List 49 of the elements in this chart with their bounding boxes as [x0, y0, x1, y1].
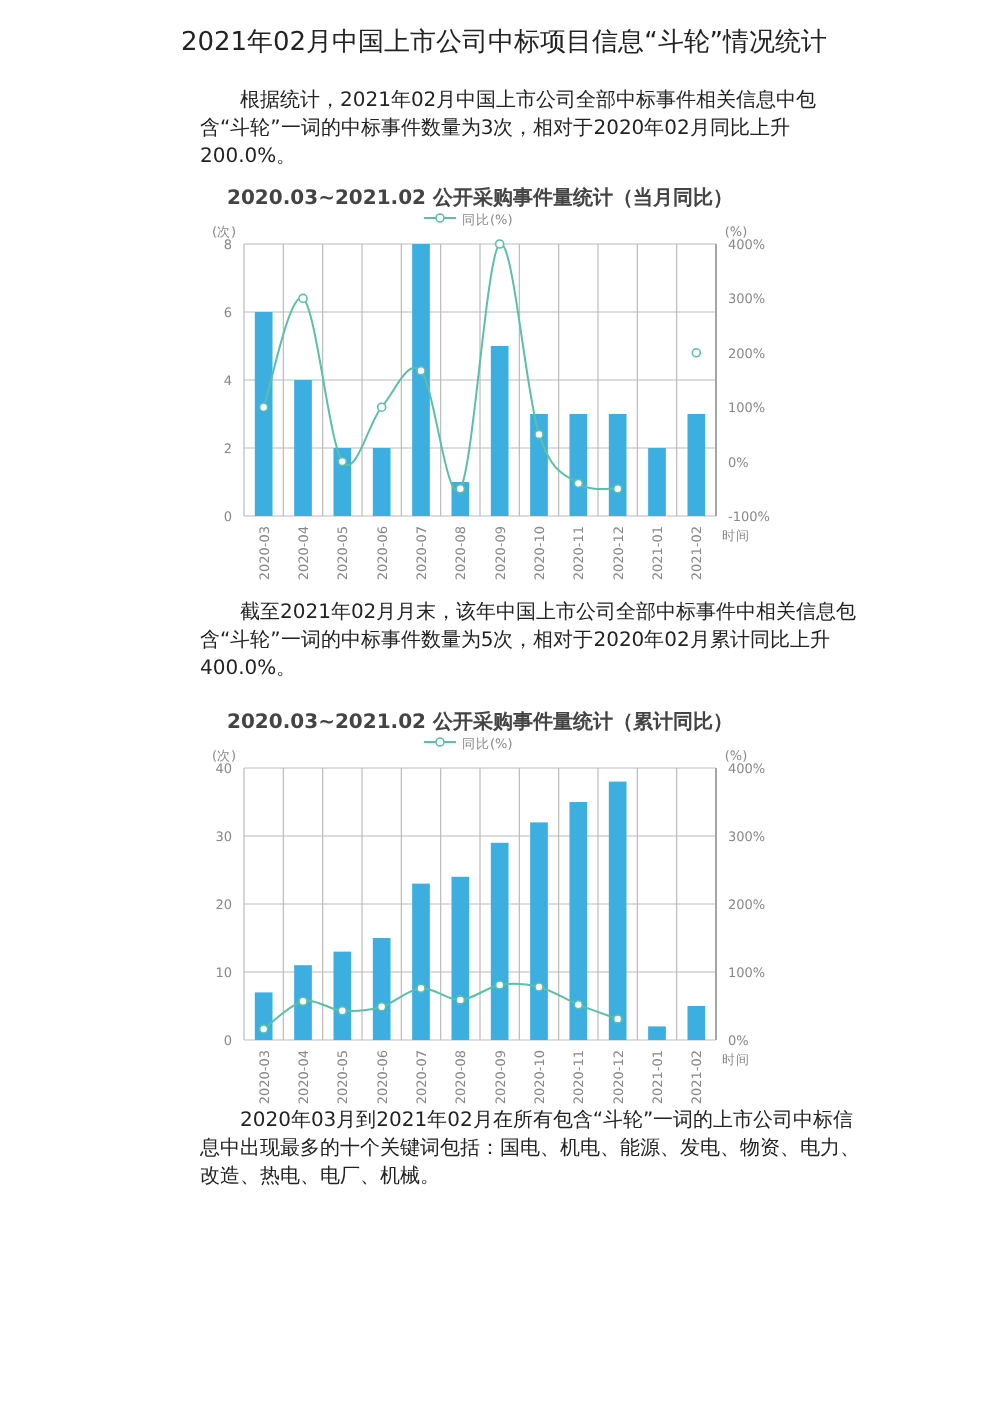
bar [254, 312, 273, 516]
bar [451, 876, 470, 1040]
point [376, 1001, 387, 1012]
point [258, 1024, 269, 1034]
bar [333, 951, 352, 1040]
point [337, 1005, 348, 1016]
point [573, 999, 584, 1010]
point [337, 456, 348, 467]
point [258, 402, 269, 412]
point [494, 239, 505, 249]
bar [569, 802, 588, 1040]
bar [412, 244, 430, 516]
bar [490, 842, 509, 1040]
point [534, 429, 544, 440]
point [416, 365, 426, 376]
point [494, 980, 505, 990]
bar [372, 938, 391, 1040]
point [298, 996, 308, 1007]
point [416, 983, 426, 994]
bar [687, 414, 706, 516]
bar [490, 346, 509, 516]
point [573, 478, 584, 489]
text: 截至2021年02月月末，该年中国上市公司全部中标事件中相关信息包含“斗轮”一词的中标事件数量为5次，相对于2020年02月累计同比上升400.0%。 [200, 600, 859, 684]
point [534, 982, 544, 992]
point [376, 402, 387, 412]
point [691, 348, 702, 358]
text: 2020年03月到2021年02月在所有包含“斗轮”一词的上市公司中标信息中出现最多的十个关键词包括：国电、机电、能源、发电、物资、电力、改造、热电、电厂、机械。 [200, 1108, 860, 1192]
bar [333, 448, 352, 516]
bar [608, 414, 627, 516]
bar [530, 414, 548, 516]
bar [608, 781, 627, 1040]
text: 根据统计，2021年02月中国上市公司全部中标事件相关信息中包含“斗轮”一词的中标事件数量为3次，相对于2020年02月同比上升200.0%。 [200, 88, 819, 172]
bar [530, 822, 548, 1040]
bar [687, 1006, 706, 1040]
bar [372, 448, 391, 516]
bar [294, 380, 312, 516]
point [612, 484, 623, 494]
point [298, 293, 308, 304]
point [455, 484, 466, 494]
bar [648, 1026, 666, 1040]
bar [569, 414, 588, 516]
text: 2021年02月中国上市公司中标项目信息“斗轮”情况统计 [178, 26, 830, 60]
bar [648, 448, 666, 516]
point [455, 995, 466, 1005]
bar [294, 965, 312, 1040]
bar [412, 883, 430, 1040]
chart-title: 2020.03~2021.02 公开采购事件量统计（累计同比） [227, 710, 733, 734]
point [612, 1014, 623, 1024]
chart-title: 2020.03~2021.02 公开采购事件量统计（当月同比） [227, 186, 733, 210]
